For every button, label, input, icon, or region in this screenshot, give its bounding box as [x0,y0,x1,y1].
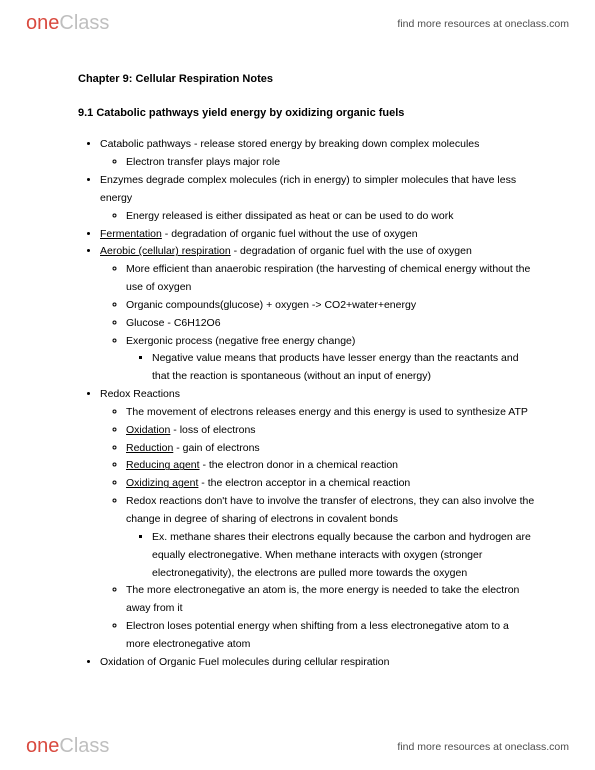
brand-one: one [26,735,59,758]
text: - the electron donor in a chemical react… [200,459,398,471]
list-item: Oxidation - loss of electrons [126,422,535,440]
header-bar: oneClass find more resources at oneclass… [0,0,595,47]
brand-class: Class [59,12,109,35]
bullet-list: Catabolic pathways - release stored ener… [78,136,535,671]
list-item: Exergonic process (negative free energy … [126,333,535,351]
list-item: Electron loses potential energy when shi… [126,618,535,654]
list-item: The more electronegative an atom is, the… [126,582,535,618]
brand-logo: oneClass [26,12,109,35]
term-aerobic: Aerobic (cellular) respiration [100,245,231,257]
chapter-title: Chapter 9: Cellular Respiration Notes [78,70,535,88]
text: - degradation of organic fuel without th… [162,228,418,240]
term-oxidizing-agent: Oxidizing agent [126,477,198,489]
document-content: Chapter 9: Cellular Respiration Notes 9.… [78,70,535,672]
resources-link-top[interactable]: find more resources at oneclass.com [397,18,569,30]
list-item: Energy released is either dissipated as … [126,208,535,226]
term-reducing-agent: Reducing agent [126,459,200,471]
list-item: Redox reactions don't have to involve th… [126,493,535,529]
list-item: Oxidation of Organic Fuel molecules duri… [100,654,535,672]
list-item: Enzymes degrade complex molecules (rich … [100,172,535,208]
list-item: Redox Reactions [100,386,535,404]
text: - gain of electrons [173,442,259,454]
footer-bar: oneClass find more resources at oneclass… [0,723,595,770]
list-item: Reduction - gain of electrons [126,440,535,458]
text: - degradation of organic fuel with the u… [231,245,472,257]
list-item: Fermentation - degradation of organic fu… [100,226,535,244]
brand-one: one [26,12,59,35]
list-item: More efficient than anaerobic respiratio… [126,261,535,297]
list-item: Organic compounds(glucose) + oxygen -> C… [126,297,535,315]
brand-logo-footer: oneClass [26,735,109,758]
list-item: Negative value means that products have … [152,350,535,386]
text: - loss of electrons [170,424,255,436]
list-item: Glucose - C6H12O6 [126,315,535,333]
list-item: Aerobic (cellular) respiration - degrada… [100,243,535,261]
brand-class: Class [59,735,109,758]
list-item: Electron transfer plays major role [126,154,535,172]
list-item: Reducing agent - the electron donor in a… [126,457,535,475]
term-fermentation: Fermentation [100,228,162,240]
term-oxidation: Oxidation [126,424,170,436]
list-item: Oxidizing agent - the electron acceptor … [126,475,535,493]
section-title: 9.1 Catabolic pathways yield energy by o… [78,104,535,122]
resources-link-bottom[interactable]: find more resources at oneclass.com [397,741,569,753]
text: - the electron acceptor in a chemical re… [198,477,410,489]
term-reduction: Reduction [126,442,173,454]
list-item: The movement of electrons releases energ… [126,404,535,422]
list-item: Catabolic pathways - release stored ener… [100,136,535,154]
list-item: Ex. methane shares their electrons equal… [152,529,535,583]
